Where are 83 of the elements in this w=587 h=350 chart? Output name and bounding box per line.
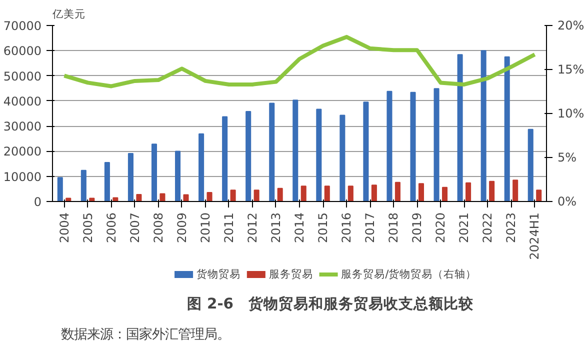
x-tick-label: 2007 <box>128 212 142 244</box>
x-tick-label: 2017 <box>363 212 378 244</box>
bar <box>363 102 369 202</box>
x-tick-label: 2008 <box>151 212 166 244</box>
x-tick-label: 2022 <box>480 212 495 244</box>
bar <box>371 184 377 202</box>
bar <box>434 88 440 202</box>
bar <box>512 180 518 202</box>
y-axis-title: 亿美元 <box>52 8 86 20</box>
bar <box>489 180 495 202</box>
y-tick-label: 60000 <box>3 44 42 58</box>
x-tick-label: 2010 <box>198 212 212 244</box>
bar <box>418 183 424 202</box>
x-tick-label: 2021 <box>457 212 472 244</box>
x-tick-label: 2015 <box>316 212 330 244</box>
bar <box>386 90 392 202</box>
y2-tick-label: 20% <box>558 18 584 32</box>
y-tick-label: 70000 <box>3 19 42 33</box>
x-tick-label: 2018 <box>386 212 401 244</box>
bar <box>536 190 542 202</box>
bar <box>222 116 228 202</box>
bar <box>269 102 275 202</box>
bar <box>206 192 212 202</box>
bar <box>466 182 472 202</box>
text: 图 2-6 货物贸易和服务贸易收支总额比较 <box>186 294 475 312</box>
bar <box>292 100 298 202</box>
x-tick-label: 2014 <box>292 212 306 244</box>
y2-tick-label: 10% <box>558 106 584 120</box>
x-tick-label: 2012 <box>245 212 260 244</box>
bar <box>198 133 204 202</box>
y-tick-label: 40000 <box>3 94 42 108</box>
line-series <box>62 34 537 88</box>
y2-tick-label: 5% <box>558 150 577 164</box>
bar <box>128 152 134 202</box>
y-tick-label: 20000 <box>3 144 42 159</box>
bar <box>151 144 158 202</box>
x-tick-label: 2004 <box>57 212 72 244</box>
bar <box>89 198 95 202</box>
bar <box>340 114 346 202</box>
legend-label: 货物贸易 <box>196 268 240 280</box>
y-tick-label: 50000 <box>3 69 42 84</box>
y-tick-label: 0 <box>34 195 42 209</box>
x-tick-label: 2019 <box>410 212 424 244</box>
x-tick-label: 2011 <box>222 212 236 244</box>
x-tick-label: 2023 <box>504 212 518 244</box>
bar <box>324 186 330 202</box>
bar <box>136 194 142 202</box>
bar <box>394 182 400 202</box>
bar <box>104 162 110 202</box>
bar <box>410 92 416 202</box>
source-note: 数据来源：国家外汇管理局。 <box>60 326 230 342</box>
y-tick-label: 30000 <box>3 120 42 134</box>
bar <box>300 186 306 202</box>
x-tick-label: 2020 <box>434 212 448 244</box>
y2-tick-label: 0% <box>558 194 577 208</box>
x-tick-label: 2005 <box>80 212 95 244</box>
bar <box>66 198 72 202</box>
legend-label: 服务贸易 <box>268 268 313 280</box>
x-tick-label: 2024H1 <box>528 212 542 260</box>
y2-tick-label: 15% <box>558 62 584 76</box>
bar <box>277 188 283 202</box>
bar <box>230 190 236 202</box>
bar <box>112 197 118 202</box>
bar <box>175 150 181 202</box>
x-tick-label: 2016 <box>340 212 354 244</box>
legend-label: 服务贸易/货物贸易（右轴） <box>341 268 477 280</box>
y-tick-label: 10000 <box>3 170 42 184</box>
bar <box>442 186 448 202</box>
bar <box>183 194 189 202</box>
bar <box>316 108 322 202</box>
bar <box>80 170 86 202</box>
x-tick-label: 2013 <box>268 212 283 244</box>
bar <box>504 56 510 202</box>
x-tick-label: 2006 <box>104 212 118 244</box>
bar <box>254 190 260 202</box>
bar <box>57 177 63 202</box>
x-tick-label: 2009 <box>174 212 189 244</box>
bar <box>348 186 354 202</box>
bar <box>528 128 534 202</box>
bar <box>246 110 252 202</box>
bar <box>480 50 486 202</box>
bar <box>457 54 463 202</box>
bar <box>160 193 166 202</box>
